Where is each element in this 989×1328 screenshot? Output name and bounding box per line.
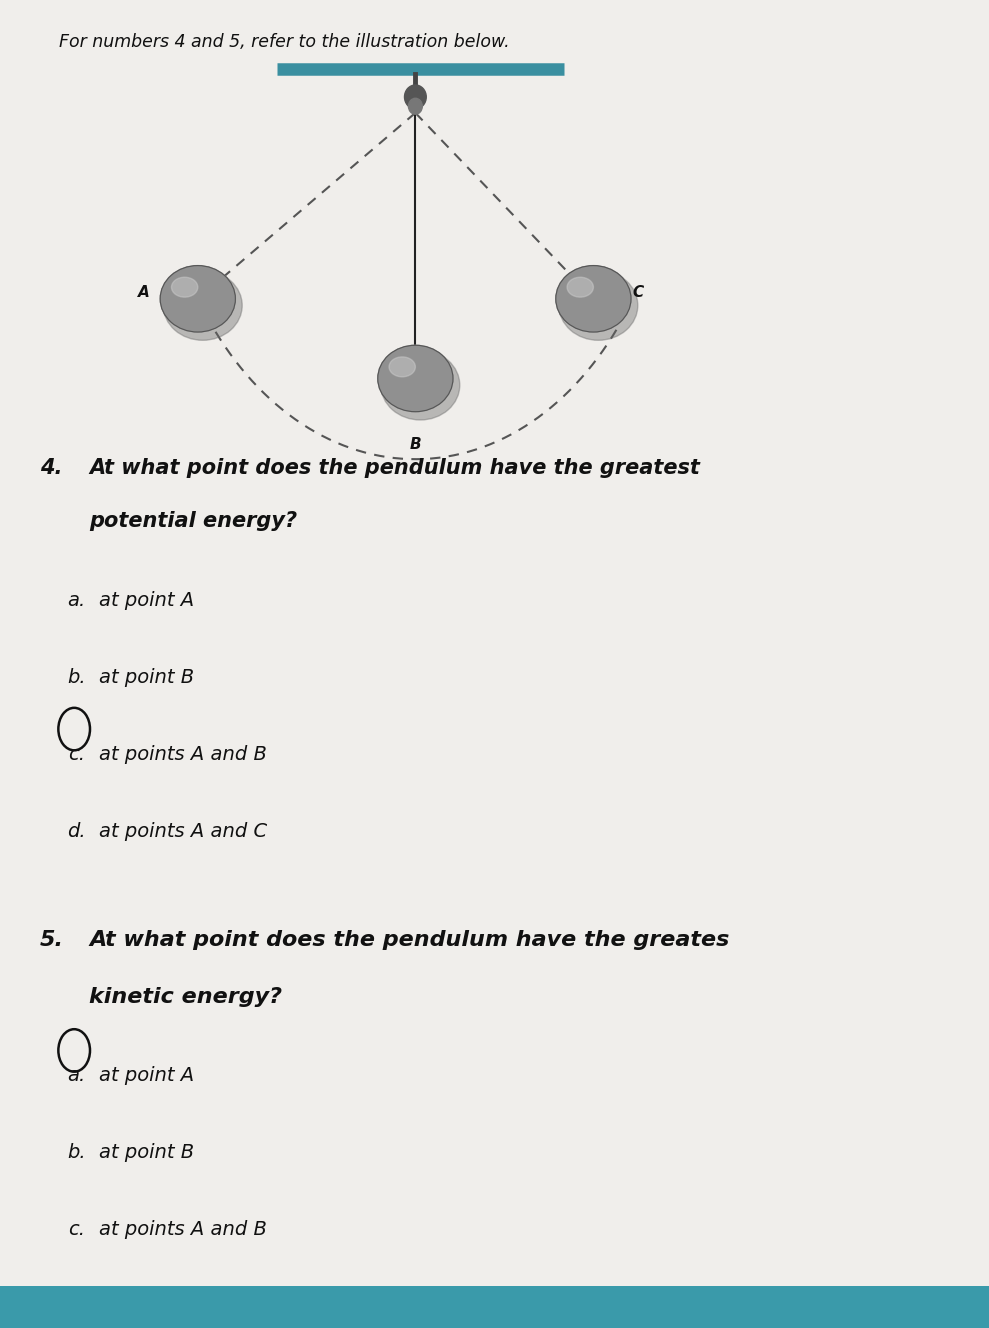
Ellipse shape: [163, 271, 242, 340]
Ellipse shape: [378, 345, 453, 412]
Text: b.: b.: [67, 1143, 85, 1162]
Text: at point A: at point A: [99, 1066, 194, 1085]
Ellipse shape: [160, 266, 235, 332]
Text: c.: c.: [67, 745, 85, 764]
Text: B: B: [409, 437, 421, 453]
Text: a.: a.: [67, 1066, 85, 1085]
Text: kinetic energy?: kinetic energy?: [89, 987, 282, 1007]
Ellipse shape: [567, 278, 593, 297]
Text: at point B: at point B: [99, 1143, 194, 1162]
Text: d.: d.: [67, 822, 85, 841]
Text: at points A and B: at points A and B: [99, 745, 267, 764]
Text: 5.: 5.: [40, 930, 63, 950]
Text: c.: c.: [67, 1220, 85, 1239]
Ellipse shape: [171, 278, 198, 297]
Ellipse shape: [389, 357, 415, 377]
Text: at points A and B: at points A and B: [99, 1220, 267, 1239]
Ellipse shape: [559, 271, 638, 340]
Text: At what point does the pendulum have the greates: At what point does the pendulum have the…: [89, 930, 729, 950]
Text: at points A and C: at points A and C: [99, 1297, 267, 1316]
Text: A: A: [137, 284, 149, 300]
Bar: [0, 1286, 989, 1328]
Text: at points A and C: at points A and C: [99, 822, 267, 841]
Text: For numbers 4 and 5, refer to the illustration below.: For numbers 4 and 5, refer to the illust…: [59, 33, 510, 52]
Text: b.: b.: [67, 668, 85, 687]
Ellipse shape: [408, 98, 422, 114]
Text: 4.: 4.: [40, 458, 62, 478]
Ellipse shape: [381, 351, 460, 420]
Text: a.: a.: [67, 591, 85, 610]
Text: At what point does the pendulum have the greatest: At what point does the pendulum have the…: [89, 458, 700, 478]
Text: at point A: at point A: [99, 591, 194, 610]
Text: C: C: [632, 284, 644, 300]
Text: potential energy?: potential energy?: [89, 511, 297, 531]
Text: d.: d.: [67, 1297, 85, 1316]
Text: at point B: at point B: [99, 668, 194, 687]
Ellipse shape: [556, 266, 631, 332]
Ellipse shape: [405, 85, 426, 109]
